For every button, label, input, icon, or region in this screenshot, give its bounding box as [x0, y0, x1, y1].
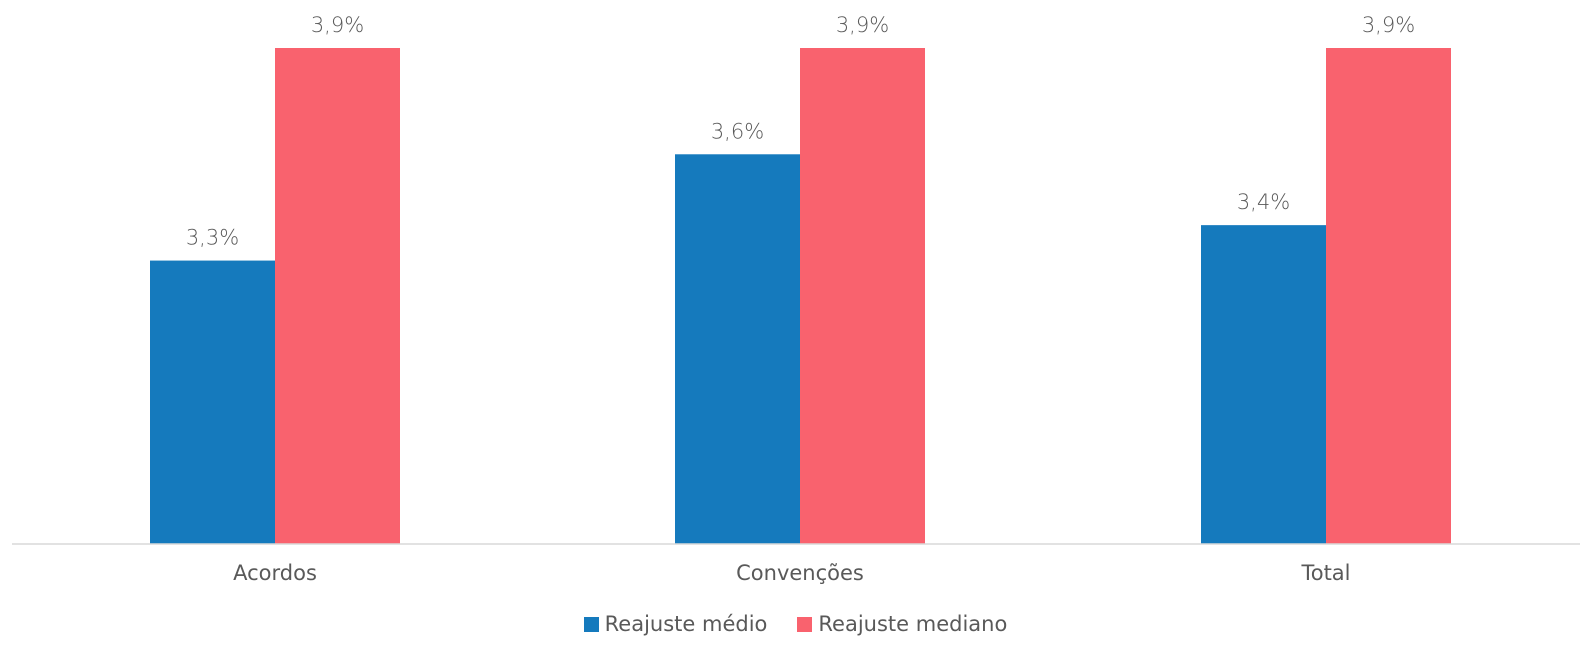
category-labels-group: Acordos Convenções Total — [233, 561, 1350, 585]
data-label-total-reajuste-mediano: 3,9% — [1362, 13, 1415, 37]
data-label-convencoes-reajuste-mediano: 3,9% — [836, 13, 889, 37]
legend-swatch-reajuste-medio — [583, 616, 599, 632]
bars-group — [150, 48, 1451, 545]
category-label-1: Convenções — [736, 561, 864, 585]
legend-label-reajuste-medio: Reajuste médio — [604, 612, 768, 636]
legend-item-reajuste-medio: Reajuste médio — [583, 612, 768, 636]
data-labels-group: 3,3% 3,9% 3,6% 3,9% 3,4% 3,9% — [186, 13, 1415, 250]
data-label-total-reajuste-m-dio: 3,4% — [1237, 190, 1290, 214]
data-label-convencoes-reajuste-m-dio: 3,6% — [711, 119, 764, 143]
category-label-0: Acordos — [233, 561, 317, 585]
bar-acordos-reajuste-mediano — [275, 48, 400, 544]
bar-convencoes-reajuste-mediano — [800, 48, 925, 544]
bar-total-reajuste-mediano — [1326, 48, 1451, 544]
bar-convencoes-reajuste-m-dio — [675, 154, 800, 545]
bar-total-reajuste-m-dio — [1201, 225, 1326, 544]
bar-acordos-reajuste-m-dio — [150, 260, 275, 544]
legend-label-reajuste-mediano: Reajuste mediano — [818, 612, 1008, 636]
legend: Reajuste médio Reajuste mediano — [0, 612, 1591, 636]
data-label-acordos-reajuste-m-dio: 3,3% — [186, 226, 239, 250]
category-label-2: Total — [1300, 561, 1350, 585]
legend-item-reajuste-mediano: Reajuste mediano — [797, 612, 1007, 636]
legend-swatch-reajuste-mediano — [797, 616, 813, 632]
data-label-acordos-reajuste-mediano: 3,9% — [311, 13, 364, 37]
bar-chart: 3,3% 3,9% 3,6% 3,9% 3,4% 3,9% Acordos Convençõ… — [12, 13, 1580, 585]
